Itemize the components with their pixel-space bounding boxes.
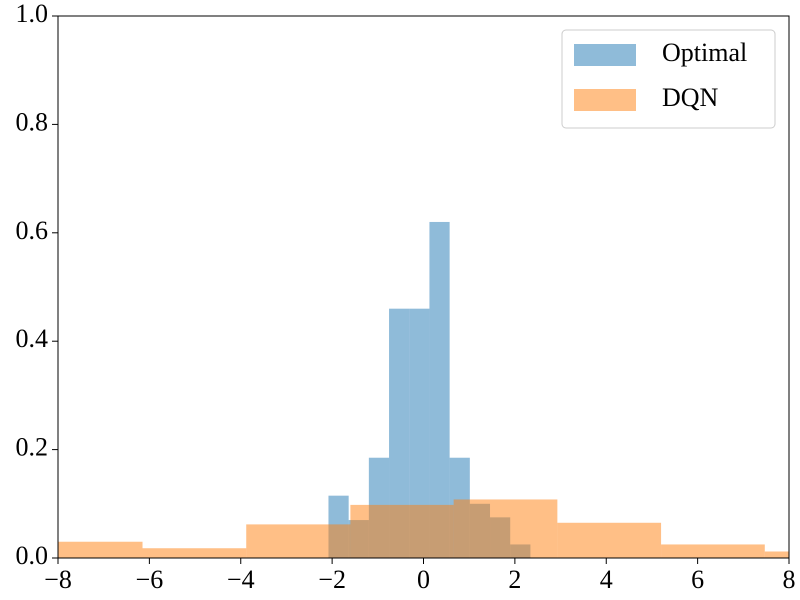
- x-tick-label: −4: [227, 565, 255, 594]
- legend-swatch: [574, 89, 636, 111]
- x-tick-label: 4: [600, 565, 613, 594]
- x-tick-label: −6: [136, 565, 164, 594]
- y-tick-label: 0.0: [16, 541, 49, 570]
- bar: [389, 308, 410, 558]
- x-tick-label: 8: [783, 565, 796, 594]
- bar: [661, 544, 765, 558]
- bar: [764, 551, 789, 558]
- x-tick-label: −8: [44, 565, 72, 594]
- plot-area: [58, 221, 789, 558]
- bar: [453, 499, 558, 558]
- bar: [557, 522, 662, 558]
- bar: [409, 308, 430, 558]
- bar: [246, 524, 351, 558]
- y-tick-label: 0.2: [16, 433, 49, 462]
- x-tick-label: 0: [417, 565, 430, 594]
- y-tick-label: 0.8: [16, 107, 49, 136]
- x-tick-label: −2: [318, 565, 346, 594]
- x-tick-label: 2: [508, 565, 521, 594]
- y-tick-label: 0.6: [16, 216, 49, 245]
- bar: [350, 504, 454, 558]
- x-tick-label: 6: [691, 565, 704, 594]
- bar: [142, 548, 247, 558]
- legend-label: Optimal: [662, 38, 747, 67]
- bar: [58, 541, 143, 558]
- legend-swatch: [574, 44, 636, 66]
- bar: [429, 221, 450, 558]
- y-tick-label: 1.0: [16, 0, 49, 28]
- legend-label: DQN: [662, 83, 719, 112]
- y-tick-label: 0.4: [16, 324, 49, 353]
